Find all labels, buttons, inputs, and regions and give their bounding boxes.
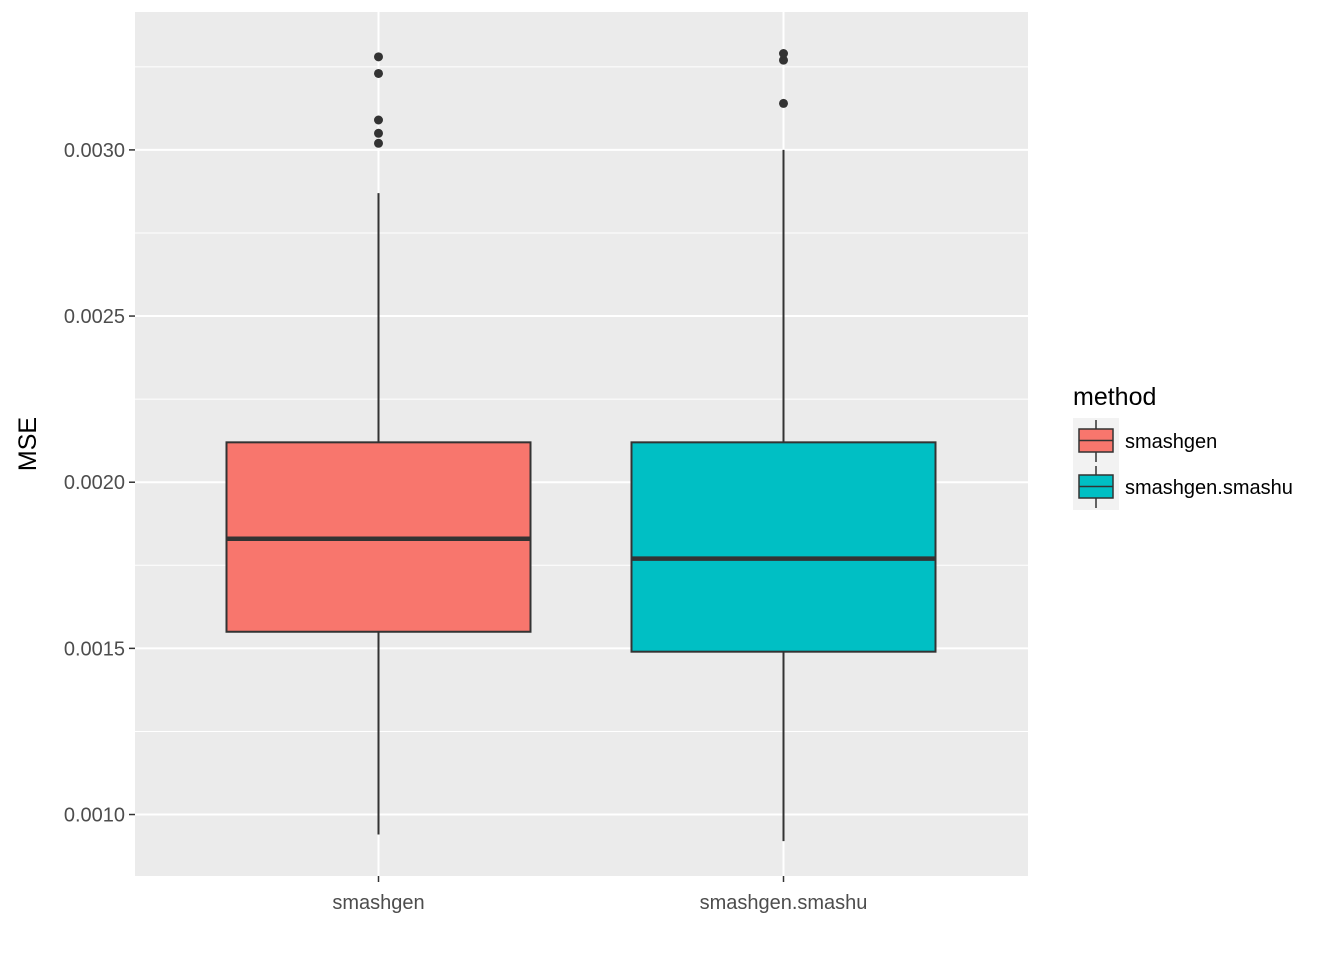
y-tick-label: 0.0015: [64, 638, 125, 660]
y-tick-label: 0.0025: [64, 306, 125, 328]
boxes: [225, 49, 937, 842]
outlier-point: [779, 55, 788, 65]
box-body: [630, 441, 937, 653]
y-tick-label: 0.0020: [64, 472, 125, 494]
outlier-point: [779, 98, 788, 108]
legend-label: smashgen: [1125, 431, 1217, 453]
x-tick-label: smashgen: [332, 892, 424, 914]
x-tick-label: smashgen.smashu: [700, 892, 868, 914]
outlier-point: [374, 128, 383, 138]
outlier-point: [374, 115, 383, 125]
x-axis: smashgen smashgen.smashu: [332, 876, 867, 914]
outlier-point: [374, 52, 383, 62]
legend-item-smashgen: smashgen: [1073, 418, 1217, 464]
y-axis: 0.0010 0.0015 0.0020 0.0025 0.0030: [64, 140, 135, 827]
legend-title: method: [1073, 383, 1156, 411]
outlier-point: [374, 68, 383, 78]
y-tick-label: 0.0030: [64, 140, 125, 162]
legend-label: smashgen.smashu: [1125, 477, 1293, 499]
outlier-point: [374, 138, 383, 148]
box-smashgen-smashu: [630, 49, 937, 842]
y-tick-label: 0.0010: [64, 805, 125, 827]
outlier-point: [779, 49, 788, 59]
box-smashgen: [225, 52, 532, 835]
legend-item-smashgen-smashu: smashgen.smashu: [1073, 464, 1293, 510]
y-axis-title: MSE: [14, 417, 42, 471]
legend: method smashgen smashgen.smashu: [1073, 383, 1293, 510]
